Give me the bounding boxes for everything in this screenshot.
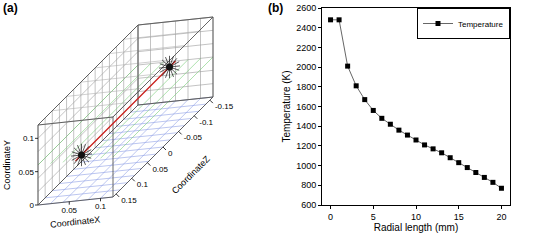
svg-text:2600: 2600 <box>296 3 316 13</box>
svg-text:0.05: 0.05 <box>152 165 168 174</box>
svg-text:Radial length (mm): Radial length (mm) <box>374 222 458 233</box>
svg-text:0.15: 0.15 <box>121 196 137 205</box>
svg-text:5: 5 <box>371 212 376 222</box>
svg-text:1600: 1600 <box>296 102 316 112</box>
svg-text:1000: 1000 <box>296 161 316 171</box>
svg-text:-0.1: -0.1 <box>199 118 213 127</box>
html-text:(b): (b) <box>268 1 284 15</box>
svg-text:0: 0 <box>328 212 333 222</box>
svg-text:-0.15: -0.15 <box>215 102 234 111</box>
svg-text:Temperature (K): Temperature (K) <box>281 70 292 142</box>
svg-text:2000: 2000 <box>296 62 316 72</box>
svg-text:1800: 1800 <box>296 82 316 92</box>
svg-text:1200: 1200 <box>296 141 316 151</box>
html-text:(a): (a) <box>3 1 18 15</box>
svg-text:0.1: 0.1 <box>137 180 149 189</box>
svg-text:1400: 1400 <box>296 121 316 131</box>
svg-text:2200: 2200 <box>296 43 316 53</box>
svg-text:0: 0 <box>168 149 173 158</box>
svg-text:15: 15 <box>454 212 464 222</box>
svg-text:2400: 2400 <box>296 23 316 33</box>
svg-text:0.1: 0.1 <box>95 202 107 211</box>
svg-text:0.05: 0.05 <box>61 206 77 215</box>
svg-text:0.05: 0.05 <box>18 168 34 177</box>
svg-text:600: 600 <box>301 200 316 210</box>
svg-text:CoordinateX: CoordinateX <box>50 214 101 229</box>
svg-text:800: 800 <box>301 180 316 190</box>
svg-text:CoordinateZ: CoordinateZ <box>170 153 212 195</box>
svg-text:20: 20 <box>496 212 506 222</box>
svg-text:0.1: 0.1 <box>23 134 35 143</box>
svg-text:CoordinateY: CoordinateY <box>2 140 12 190</box>
svg-text:0: 0 <box>30 201 35 210</box>
svg-text:Temperature: Temperature <box>458 20 503 29</box>
svg-text:-0.05: -0.05 <box>184 133 203 142</box>
svg-text:10: 10 <box>411 212 421 222</box>
